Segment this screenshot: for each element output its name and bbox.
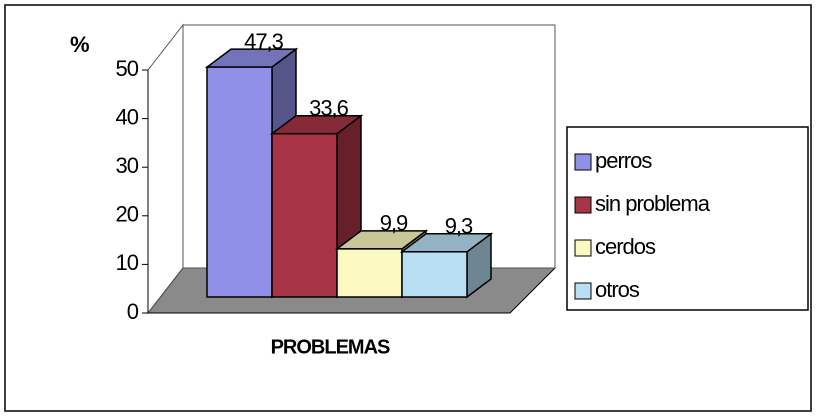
data-label: 33,6	[309, 96, 349, 121]
y-axis-label: %	[70, 32, 89, 57]
data-label: 9,3	[445, 214, 473, 239]
legend-box	[566, 126, 809, 311]
legend-label: perros	[595, 148, 652, 173]
bar	[336, 248, 403, 298]
legend-label: sin problema	[595, 191, 711, 216]
y-tick-label: 20	[116, 202, 139, 227]
data-label: 9,9	[380, 211, 408, 236]
y-tick-label: 30	[116, 153, 139, 178]
legend-label: otros	[595, 277, 640, 302]
y-tick-label: 0	[127, 299, 139, 324]
legend-swatch	[574, 282, 592, 300]
legend-swatch	[574, 196, 592, 214]
legend-label: cerdos	[595, 234, 656, 259]
y-tick-label: 40	[116, 104, 139, 129]
x-axis-label: PROBLEMAS	[271, 336, 390, 358]
bar	[206, 66, 273, 298]
bar	[401, 251, 468, 298]
data-label: 47,3	[244, 29, 284, 54]
legend-swatch	[574, 239, 592, 257]
bar	[271, 132, 338, 298]
y-tick-label: 10	[116, 250, 139, 275]
legend-swatch	[574, 153, 592, 171]
y-tick-label: 50	[116, 56, 139, 81]
